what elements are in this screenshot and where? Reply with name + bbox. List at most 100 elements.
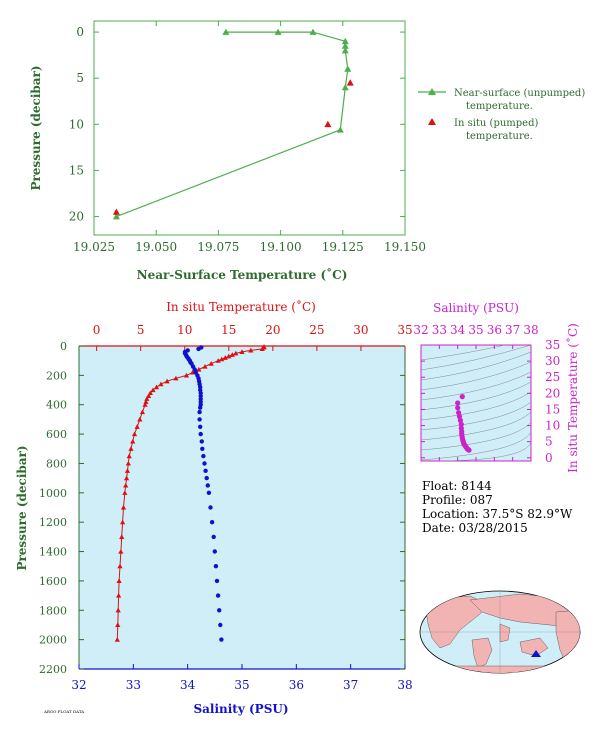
salinity-point <box>205 483 210 488</box>
salinity-point <box>215 593 221 598</box>
salinity-point <box>198 431 203 437</box>
temperature-point <box>158 381 164 387</box>
ts-x-tick-label: 37 <box>505 323 520 337</box>
temperature-point <box>150 387 156 393</box>
profile-tick-labels: 0200400600800100012001400160018002000220… <box>39 323 413 692</box>
ts-x-tick-label: 38 <box>523 323 538 337</box>
world-map <box>419 590 581 674</box>
ts-x-tick-label: 33 <box>432 323 447 337</box>
pressure-tick-label: 0 <box>60 340 67 353</box>
profile-id: Profile: 087 <box>422 493 493 507</box>
near-surface-x-tick-label: 19.025 <box>73 240 115 254</box>
near-surface-x-tick-label: 19.100 <box>260 240 302 254</box>
ts-y-tick-label: 15 <box>545 402 560 416</box>
ts-point <box>455 400 461 406</box>
near-surface-y-tick-label: 5 <box>76 71 84 85</box>
near-surface-y-tick-label: 20 <box>69 210 84 224</box>
salinity-point <box>197 409 202 415</box>
near-surface-point <box>344 65 352 72</box>
salinity-point <box>212 549 217 554</box>
near-surface-x-tick-label: 19.050 <box>135 240 177 254</box>
temperature-point <box>125 460 131 466</box>
temperature-point <box>123 482 129 488</box>
near-surface-plot-frame <box>93 20 406 236</box>
temperature-point <box>128 446 134 451</box>
ts-point <box>459 394 465 400</box>
salinity-point <box>202 461 207 466</box>
salinity-point <box>197 417 202 422</box>
near-surface-point <box>274 28 282 35</box>
map-land <box>425 593 580 673</box>
near-surface-x-tick-label: 19.075 <box>197 240 239 254</box>
ts-density-contours <box>421 345 531 461</box>
pressure-tick-label: 2200 <box>39 663 67 676</box>
pressure-tick-label: 1600 <box>39 575 67 588</box>
temperature-point <box>164 378 170 384</box>
near-surface-y-tick-label: 15 <box>69 163 84 177</box>
temperature-point <box>202 363 208 369</box>
near-surface-x-tick-label: 19.125 <box>322 240 364 254</box>
profile-pressure-axis-label: Pressure (decibar) <box>15 445 29 570</box>
legend-near-surface-line1: Near-surface (unpumped) <box>454 88 585 99</box>
ts-y-tick-label: 25 <box>545 370 560 384</box>
salinity-point <box>217 608 222 613</box>
salinity-tick-label: 32 <box>71 678 86 692</box>
near-surface-marks <box>112 28 354 220</box>
float-info: Float: 8144 Profile: 087 Location: 37.5°… <box>422 479 573 535</box>
in-situ-point <box>324 120 332 128</box>
near-surface-point <box>309 28 317 35</box>
ts-salinity-label: Salinity (PSU) <box>433 301 519 315</box>
temperature-point <box>143 399 149 404</box>
temperature-tick-label: 0 <box>93 323 101 337</box>
ts-y-tick-label: 20 <box>545 386 560 400</box>
in-situ-point <box>346 79 354 86</box>
temperature-tick-label: 35 <box>397 323 412 337</box>
ts-point <box>455 405 461 411</box>
salinity-point <box>219 637 224 642</box>
legend-in-situ-line1: In situ (pumped) <box>454 118 538 129</box>
temperature-tick-label: 15 <box>221 323 236 337</box>
legend-green-triangle-icon <box>428 88 436 95</box>
salinity-tick-label: 37 <box>343 678 358 692</box>
temperature-point <box>123 475 130 481</box>
profile-panel: 0200400600800100012001400160018002000220… <box>15 299 413 716</box>
temperature-point <box>183 372 190 378</box>
temperature-point <box>120 504 127 510</box>
temperature-tick-label: 20 <box>265 323 280 337</box>
temperature-point <box>146 393 152 398</box>
near-surface-point <box>112 213 120 220</box>
temperature-point <box>130 438 136 444</box>
ts-point <box>466 447 472 453</box>
temperature-tick-label: 30 <box>353 323 368 337</box>
salinity-point <box>204 475 209 481</box>
ts-point <box>456 413 463 420</box>
temperature-point <box>208 361 214 366</box>
salinity-tick-label: 34 <box>180 678 196 692</box>
salinity-point <box>206 490 212 495</box>
near-surface-x-tick-label: 19.150 <box>384 240 426 254</box>
temperature-point <box>131 431 138 437</box>
near-surface-x-axis-label: Near-Surface Temperature (˚C) <box>137 267 348 282</box>
float-location-marker-icon <box>531 650 541 657</box>
temperature-point <box>124 468 131 473</box>
near-surface-point <box>341 83 349 91</box>
salinity-point <box>198 405 203 410</box>
salinity-tick-label: 35 <box>234 678 249 692</box>
near-surface-point <box>336 126 344 133</box>
temperature-point <box>115 622 121 628</box>
salinity-point <box>203 468 208 473</box>
salinity-tick-label: 33 <box>126 678 141 692</box>
pressure-tick-label: 800 <box>46 457 67 470</box>
near-surface-tick-labels: 19.025 19.050 19.075 19.100 19.125 19.150 0 5 10… <box>69 25 426 254</box>
ts-marks <box>455 394 472 453</box>
temperature-point <box>116 578 122 583</box>
ts-ticks <box>420 344 532 461</box>
location: Location: 37.5°S 82.9°W <box>422 507 573 521</box>
ts-point <box>458 421 464 427</box>
salinity-point <box>209 520 215 525</box>
profile-ticks <box>78 345 406 670</box>
near-surface-ticks <box>93 21 406 235</box>
temperature-point <box>219 356 225 362</box>
